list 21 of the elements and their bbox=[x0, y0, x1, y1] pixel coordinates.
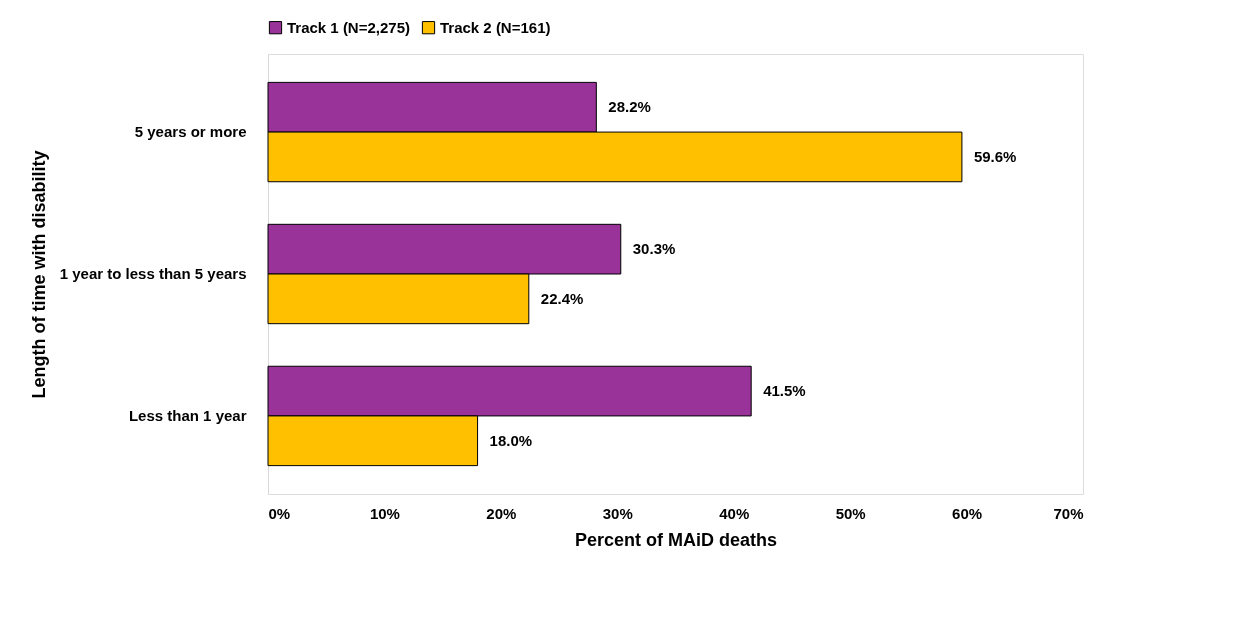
data-label: 30.3% bbox=[632, 240, 676, 258]
legend-label: Track 2 (N=161) bbox=[440, 18, 551, 36]
x-tick-label: 10% bbox=[369, 504, 400, 522]
x-tick-label: 0% bbox=[268, 504, 291, 522]
x-tick-label: 50% bbox=[835, 504, 866, 522]
x-tick-label: 70% bbox=[1053, 504, 1084, 522]
data-label: 28.2% bbox=[608, 98, 651, 116]
legend-label: Track 1 (N=2,275) bbox=[287, 18, 410, 36]
x-tick-label: 40% bbox=[719, 504, 750, 522]
data-label: 59.6% bbox=[973, 147, 1017, 165]
data-label: 41.5% bbox=[763, 382, 806, 400]
y-tick-label: 1 year to less than 5 years bbox=[59, 265, 247, 282]
y-axis-title: Length of time with disability bbox=[28, 150, 49, 399]
x-tick-label: 20% bbox=[486, 504, 517, 522]
x-tick-label: 60% bbox=[952, 504, 983, 522]
x-tick-label: 30% bbox=[602, 504, 633, 522]
data-label: 22.4% bbox=[540, 289, 584, 307]
y-tick-label: Less than 1 year bbox=[128, 406, 247, 424]
data-label: 18.0% bbox=[489, 431, 533, 449]
y-tick-label: 5 years or more bbox=[134, 123, 247, 141]
x-axis-title: Percent of MAiD deaths bbox=[574, 529, 778, 550]
